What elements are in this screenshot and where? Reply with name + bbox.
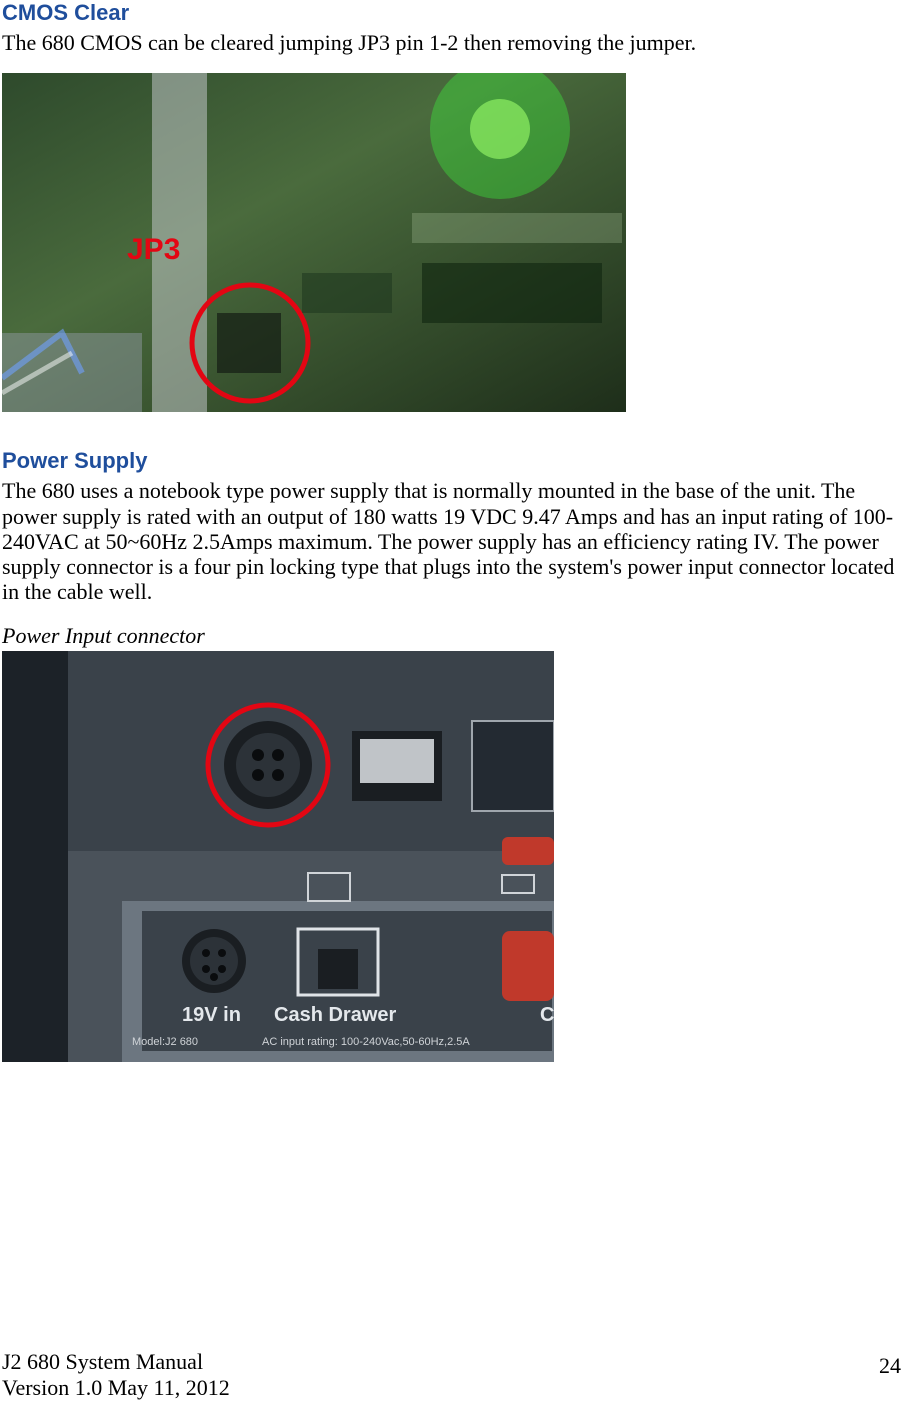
cmos-clear-heading: CMOS Clear bbox=[2, 0, 901, 26]
footer-line2: Version 1.0 May 11, 2012 bbox=[2, 1375, 901, 1401]
cmos-clear-body: The 680 CMOS can be cleared jumping JP3 … bbox=[2, 30, 901, 55]
footer-line1: J2 680 System Manual bbox=[2, 1349, 901, 1375]
power-supply-body: The 680 uses a notebook type power suppl… bbox=[2, 478, 901, 604]
label-19v-in: 19V in bbox=[182, 1004, 241, 1026]
jp3-label: JP3 bbox=[127, 233, 180, 266]
label-model: Model:J2 680 bbox=[132, 1036, 198, 1048]
power-input-image: 19V in Cash Drawer AC input rating: 100-… bbox=[2, 651, 554, 1062]
page-number: 24 bbox=[879, 1353, 901, 1379]
page-footer: J2 680 System Manual Version 1.0 May 11,… bbox=[2, 1349, 901, 1401]
label-ac-input: AC input rating: 100-240Vac,50-60Hz,2.5A bbox=[262, 1036, 470, 1048]
label-c-partial: C bbox=[540, 1004, 554, 1026]
label-cash-drawer: Cash Drawer bbox=[274, 1004, 396, 1026]
cmos-image: JP3 bbox=[2, 73, 626, 412]
power-supply-heading: Power Supply bbox=[2, 448, 901, 474]
power-input-caption: Power Input connector bbox=[2, 623, 901, 649]
